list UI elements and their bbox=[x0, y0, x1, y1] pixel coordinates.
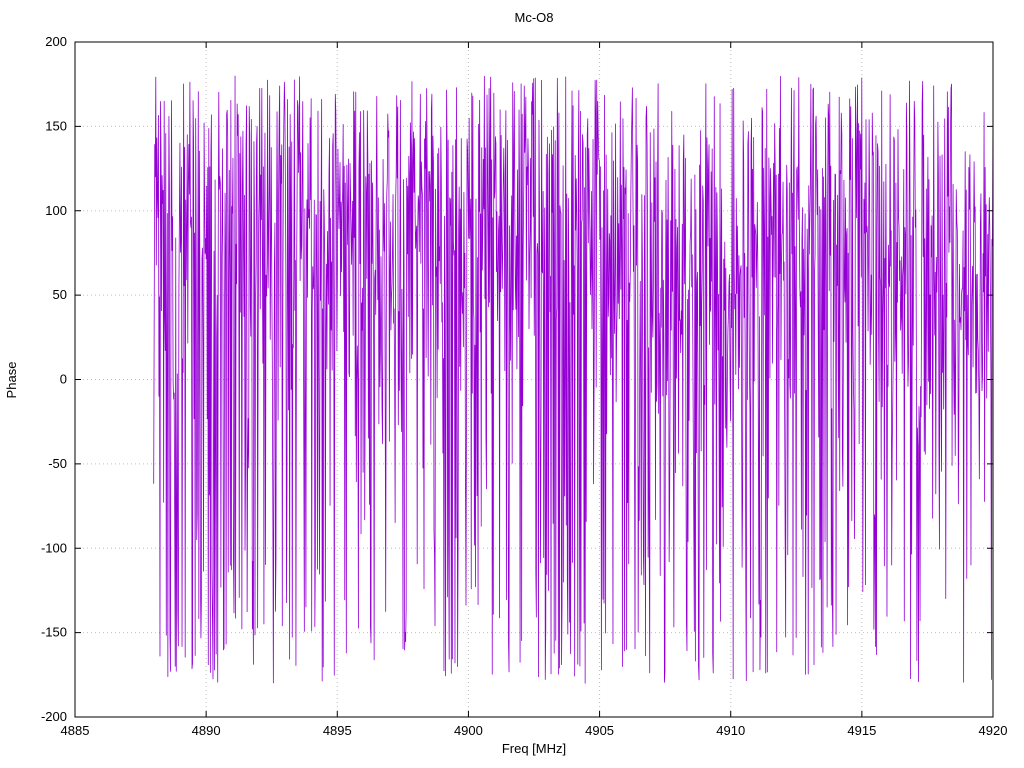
phase-trace bbox=[153, 75, 994, 684]
chart-title: Mc-O8 bbox=[515, 10, 554, 25]
y-tick-label: 200 bbox=[45, 34, 67, 49]
phase-trace-layer bbox=[153, 75, 994, 684]
x-axis-title: Freq [MHz] bbox=[502, 741, 566, 756]
x-tick-label: 4885 bbox=[61, 723, 90, 738]
x-tick-label: 4910 bbox=[716, 723, 745, 738]
plot-border bbox=[74, 41, 994, 718]
y-tick-label: 0 bbox=[60, 372, 67, 387]
x-tick-label: 4890 bbox=[192, 723, 221, 738]
x-tick-label: 4920 bbox=[979, 723, 1008, 738]
y-tick-label: -150 bbox=[41, 625, 67, 640]
y-tick-label: 100 bbox=[45, 203, 67, 218]
x-tick-label: 4900 bbox=[454, 723, 483, 738]
y-axis-title: Phase bbox=[4, 362, 19, 399]
y-tick-label: -100 bbox=[41, 540, 67, 555]
x-tick-label: 4915 bbox=[847, 723, 876, 738]
y-tick-label: -200 bbox=[41, 709, 67, 724]
tick-labels: 4885 4890 4895 4900 4905 4910 4915 4920 -200 -150… bbox=[41, 34, 1007, 738]
axis-labels: Mc-O8 Freq [MHz] Phase bbox=[4, 10, 566, 756]
y-tick-label: 50 bbox=[53, 287, 67, 302]
y-tick-label: -50 bbox=[48, 456, 67, 471]
x-tick-label: 4905 bbox=[585, 723, 614, 738]
y-tick-label: 150 bbox=[45, 118, 67, 133]
x-tick-label: 4895 bbox=[323, 723, 352, 738]
